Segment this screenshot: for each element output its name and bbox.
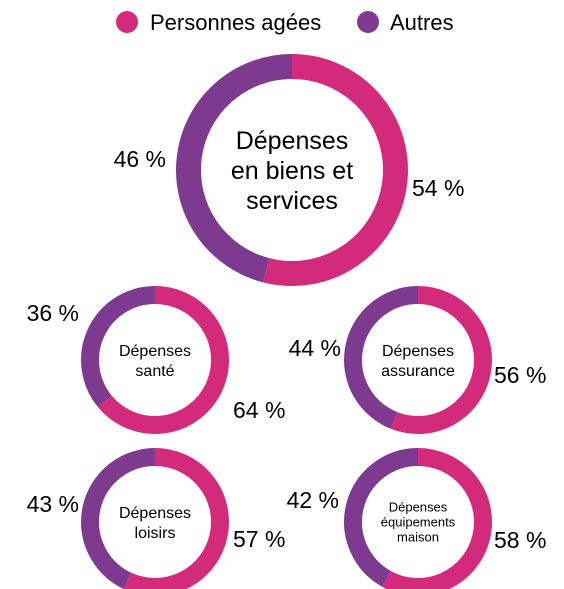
donut-2: Dépenses santé 64 % 36 %: [27, 286, 285, 434]
donut-slice-personnes-agees: [97, 286, 229, 434]
donut-title-line: Dépenses: [389, 500, 448, 515]
legend-swatch-personnes-agees: [116, 11, 138, 33]
donut-title-line: équipements: [381, 515, 456, 530]
donut-slice-autres: [344, 286, 419, 429]
slice-value-label-personnes-agees: 57 %: [233, 526, 285, 552]
donut-slice-personnes-agees: [390, 286, 492, 434]
legend: Personnes agées Autres: [116, 10, 454, 35]
legend-swatch-autres: [357, 11, 379, 33]
donut-title-line: Dépenses: [119, 505, 191, 522]
donut-slice-autres: [81, 286, 156, 408]
slice-value-label-personnes-agees: 54 %: [412, 175, 464, 201]
slice-value-label-personnes-agees: 58 %: [494, 527, 546, 553]
donut-slice-personnes-agees: [123, 448, 229, 589]
donut-slice-personnes-agees: [382, 448, 492, 589]
slice-value-label-autres: 44 %: [289, 335, 341, 361]
slice-value-label-personnes-agees: 64 %: [233, 397, 285, 423]
donut-slice-autres: [81, 448, 156, 589]
donut-slice-personnes-agees: [263, 54, 408, 286]
donut-title-line: Dépenses: [382, 343, 454, 360]
donut-title-line: services: [246, 187, 338, 215]
donut-title-line: Dépenses: [236, 127, 349, 155]
donut-title-line: loisirs: [135, 525, 176, 542]
slice-value-label-autres: 43 %: [27, 491, 79, 517]
donut-3: Dépenses assurance 56 % 44 %: [289, 286, 546, 434]
donut-title-line: santé: [135, 363, 174, 380]
donut-title-line: maison: [397, 530, 439, 545]
legend-label-personnes-agees: Personnes agées: [150, 10, 321, 35]
legend-label-autres: Autres: [390, 10, 454, 35]
donut-slice-autres: [176, 54, 293, 283]
slice-value-label-autres: 42 %: [287, 487, 339, 513]
donut-slice-autres: [344, 448, 419, 587]
donut-title-line: en biens et: [231, 157, 353, 185]
slice-value-label-autres: 36 %: [27, 300, 79, 326]
donut-title-line: assurance: [381, 363, 455, 380]
donut-title-line: Dépenses: [119, 343, 191, 360]
donut-4: Dépenses loisirs 57 % 43 %: [27, 448, 285, 589]
slice-value-label-personnes-agees: 56 %: [494, 362, 546, 388]
slice-value-label-autres: 46 %: [114, 146, 166, 172]
